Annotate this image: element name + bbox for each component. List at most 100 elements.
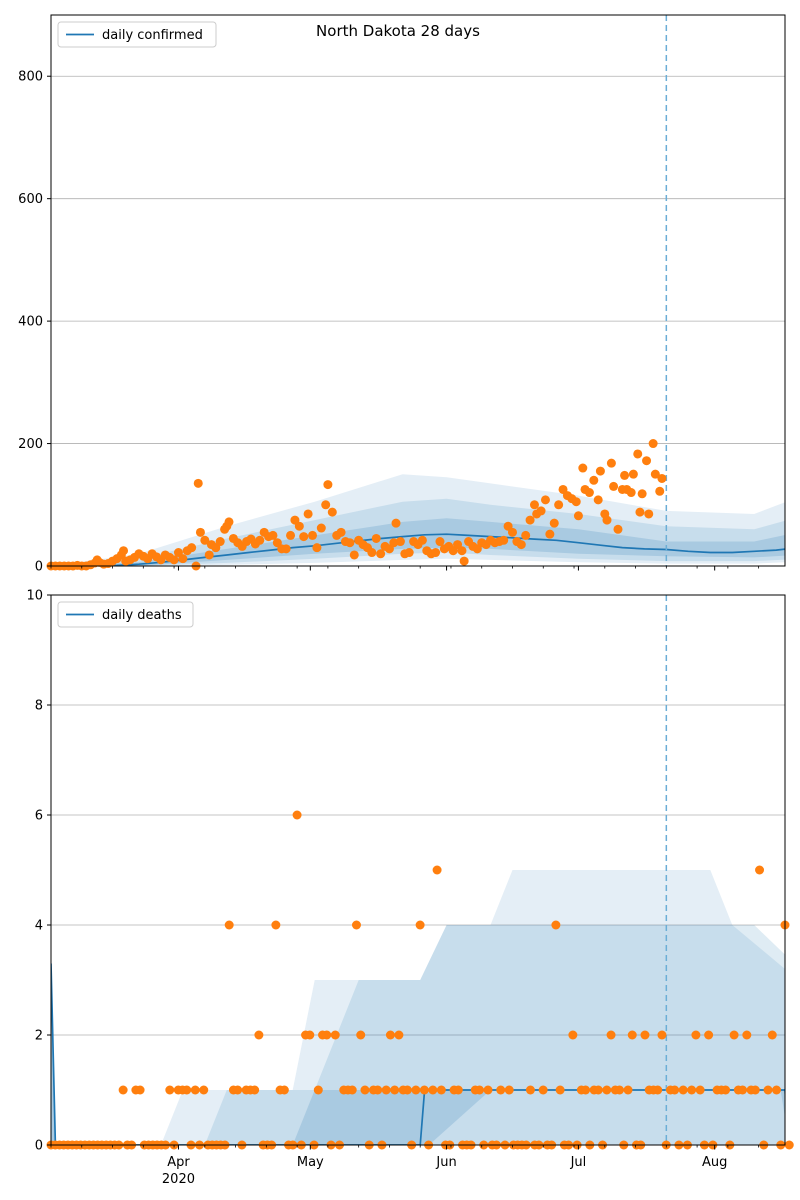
observed-point xyxy=(721,1085,731,1095)
observed-point xyxy=(360,1085,370,1095)
observed-point xyxy=(215,537,225,547)
observed-point xyxy=(419,1085,429,1095)
observed-point xyxy=(584,488,594,498)
observed-point xyxy=(135,1085,145,1095)
observed-point xyxy=(784,1140,794,1150)
observed-point xyxy=(187,543,197,553)
observed-point xyxy=(411,1085,421,1095)
observed-point xyxy=(627,1030,637,1040)
y-tick-label: 200 xyxy=(18,437,43,452)
figure-title: North Dakota 28 days xyxy=(316,22,480,40)
observed-point xyxy=(371,533,381,543)
observed-point xyxy=(417,535,427,545)
legend-label: daily deaths xyxy=(102,608,182,623)
observed-point xyxy=(573,511,583,521)
observed-point xyxy=(193,478,203,488)
observed-point xyxy=(475,1085,485,1095)
observed-point xyxy=(657,1030,667,1040)
observed-point xyxy=(432,865,442,875)
observed-point xyxy=(391,518,401,528)
observed-point xyxy=(602,1085,612,1095)
observed-point xyxy=(637,489,647,499)
y-tick-label: 800 xyxy=(18,70,43,85)
observed-point xyxy=(299,532,309,542)
observed-point xyxy=(483,1085,493,1095)
observed-point xyxy=(568,1030,578,1040)
x-tick-label: Jul xyxy=(570,1155,587,1170)
observed-point xyxy=(431,548,441,558)
y-tick-label: 600 xyxy=(18,192,43,207)
observed-point xyxy=(255,535,265,545)
observed-point xyxy=(626,488,636,498)
observed-point xyxy=(750,1085,760,1095)
observed-point xyxy=(755,865,765,875)
observed-point xyxy=(571,497,581,507)
observed-point xyxy=(169,555,179,565)
observed-point xyxy=(620,470,630,480)
observed-point xyxy=(504,1085,514,1095)
observed-point xyxy=(516,540,526,550)
observed-point xyxy=(507,527,517,537)
observed-point xyxy=(327,507,337,517)
observed-point xyxy=(200,535,210,545)
observed-point xyxy=(178,554,188,564)
observed-point xyxy=(356,1030,366,1040)
observed-point xyxy=(633,449,643,459)
observed-point xyxy=(224,517,234,527)
observed-point xyxy=(254,1030,264,1040)
band-outer xyxy=(51,870,785,1145)
observed-point xyxy=(118,1085,128,1095)
observed-point xyxy=(233,1085,243,1095)
observed-point xyxy=(330,1030,340,1040)
observed-point xyxy=(345,538,355,548)
y-tick-label: 400 xyxy=(18,315,43,330)
observed-point xyxy=(305,1030,315,1040)
band-inner xyxy=(51,980,785,1145)
observed-point xyxy=(555,1085,565,1095)
x-tick-label: Aug xyxy=(702,1155,727,1170)
legend: daily confirmed xyxy=(57,21,217,48)
observed-point xyxy=(538,1085,548,1095)
observed-point xyxy=(772,1085,782,1095)
observed-point xyxy=(268,530,278,540)
observed-point xyxy=(415,920,425,930)
observed-point xyxy=(322,1030,332,1040)
deaths-chart: 0 2 4 6 8 10 Apr 2020 May Jun Jul Aug daily deaths xyxy=(26,589,794,1187)
observed-point xyxy=(551,920,561,930)
observed-point xyxy=(435,537,445,547)
observed-point xyxy=(224,920,234,930)
y-tick-label: 10 xyxy=(26,589,43,604)
x-tick-label: May xyxy=(297,1155,324,1170)
observed-point xyxy=(545,529,555,539)
observed-point xyxy=(336,527,346,537)
observed-point xyxy=(695,1085,705,1095)
observed-point xyxy=(119,546,129,556)
x-tick-label: Apr xyxy=(167,1155,190,1170)
observed-point xyxy=(670,1085,680,1095)
observed-point xyxy=(609,481,619,491)
y-tick-label: 2 xyxy=(35,1029,43,1044)
observed-point xyxy=(738,1085,748,1095)
observed-point xyxy=(613,524,623,534)
observed-point xyxy=(303,509,313,519)
observed-point xyxy=(521,530,531,540)
observed-point xyxy=(402,1085,412,1095)
observed-point xyxy=(351,920,361,930)
observed-point xyxy=(499,535,509,545)
observed-point xyxy=(593,1085,603,1095)
y-tick-label: 0 xyxy=(35,560,43,575)
observed-point xyxy=(428,1085,438,1095)
observed-point xyxy=(729,1030,739,1040)
observed-point xyxy=(628,469,638,479)
y-tick-label: 0 xyxy=(35,1139,43,1154)
confirmed-chart: 0 200 400 600 800 daily confirmed xyxy=(18,14,786,575)
observed-point xyxy=(644,509,654,519)
observed-point xyxy=(691,1030,701,1040)
observed-point xyxy=(640,1030,650,1040)
observed-point xyxy=(642,456,652,466)
observed-point xyxy=(678,1085,688,1095)
observed-point xyxy=(589,475,599,485)
observed-point xyxy=(459,556,469,566)
observed-point xyxy=(602,515,612,525)
observed-point xyxy=(536,506,546,516)
